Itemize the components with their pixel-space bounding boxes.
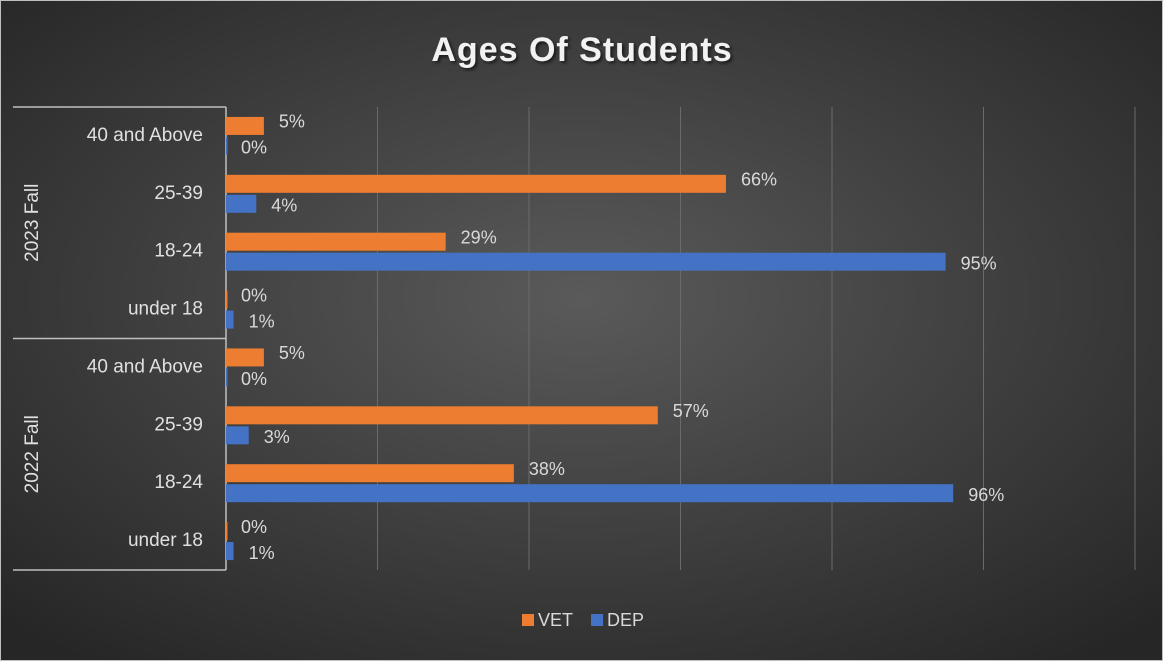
bar	[226, 252, 946, 271]
data-label: 1%	[249, 311, 275, 331]
data-label: 0%	[241, 138, 267, 158]
y-tick-label: 18-24	[154, 241, 203, 262]
data-label: 95%	[961, 253, 997, 273]
group-label: 2023 Fall	[22, 184, 43, 262]
legend-swatch	[522, 614, 534, 626]
y-tick-label: under 18	[128, 299, 203, 320]
group-label: 2022 Fall	[22, 415, 43, 493]
chart-title: Ages Of Students	[431, 31, 732, 69]
data-label: 66%	[741, 170, 777, 190]
y-tick-label: 25-39	[154, 183, 203, 204]
bar	[226, 542, 234, 561]
data-label: 5%	[279, 112, 305, 132]
bar	[226, 136, 228, 155]
data-label: 0%	[241, 285, 267, 305]
data-label: 5%	[279, 343, 305, 363]
bar	[226, 522, 228, 541]
data-label: 29%	[461, 227, 497, 247]
bar	[226, 174, 726, 193]
bar	[226, 464, 514, 483]
bar	[226, 290, 228, 309]
y-tick-label: 18-24	[154, 472, 203, 493]
data-label: 38%	[529, 459, 565, 479]
bar	[226, 116, 264, 135]
y-tick-label: 25-39	[154, 414, 203, 435]
data-label: 1%	[249, 543, 275, 563]
bar	[226, 368, 228, 387]
bar	[226, 426, 249, 445]
y-tick-label: 40 and Above	[87, 125, 203, 146]
bar	[226, 348, 264, 367]
bar	[226, 232, 446, 251]
legend-label: DEP	[607, 610, 644, 630]
bar	[226, 484, 954, 503]
data-label: 3%	[264, 427, 290, 447]
y-tick-label: 40 and Above	[87, 356, 203, 377]
data-label: 57%	[673, 401, 709, 421]
data-label: 4%	[271, 196, 297, 216]
bar	[226, 310, 234, 329]
bar	[226, 406, 658, 425]
legend-label: VET	[538, 610, 573, 630]
bar	[226, 194, 257, 213]
data-label: 0%	[241, 517, 267, 537]
y-tick-label: under 18	[128, 530, 203, 551]
legend-swatch	[591, 614, 604, 626]
data-label: 0%	[241, 369, 267, 389]
data-label: 96%	[968, 485, 1004, 505]
